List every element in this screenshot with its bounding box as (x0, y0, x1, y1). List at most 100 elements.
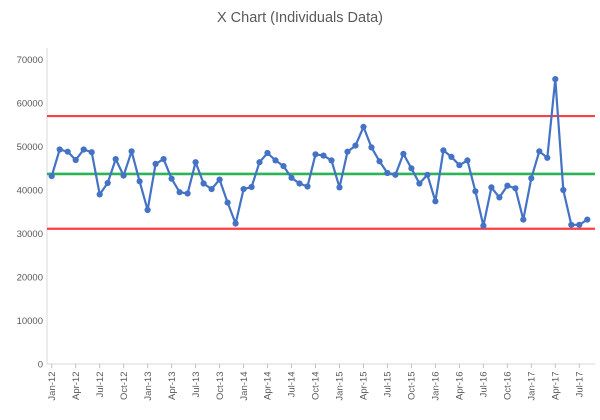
data-point (208, 186, 215, 193)
data-point (384, 169, 391, 177)
data-point (160, 156, 167, 163)
data-point (360, 123, 367, 130)
x-tick-label: Apr-14 (263, 372, 274, 401)
x-tick-label: Jul-15 (383, 372, 394, 398)
y-tick-label: 30000 (17, 229, 43, 240)
data-point (112, 156, 119, 163)
data-point (496, 194, 503, 201)
y-tick-label: 70000 (17, 55, 43, 66)
data-point (184, 190, 191, 197)
data-point (248, 183, 255, 191)
y-tick-label: 40000 (17, 186, 43, 197)
data-point (440, 147, 447, 154)
data-point (584, 216, 591, 223)
data-point (352, 142, 359, 149)
data-point (176, 189, 183, 196)
x-tick-label: Jul-14 (287, 372, 298, 398)
axes (46, 48, 595, 368)
data-point (464, 157, 471, 164)
data-point (136, 178, 143, 185)
data-point (96, 191, 103, 198)
x-tick-label: Jul-13 (191, 372, 202, 398)
data-point (256, 159, 263, 166)
x-tick-label: Oct-12 (119, 372, 130, 401)
data-point (168, 175, 175, 182)
data-point (392, 171, 399, 178)
data-point (576, 221, 583, 228)
data-point (72, 156, 79, 164)
data-point (304, 183, 311, 190)
data-point (288, 174, 295, 181)
x-tick-label: Oct-13 (215, 372, 226, 401)
x-tick-label: Apr-12 (71, 372, 82, 401)
data-point (528, 175, 535, 182)
data-point (456, 162, 463, 169)
x-tick-label: Oct-16 (503, 372, 514, 401)
data-point (320, 152, 327, 159)
x-tick-label: Jan-14 (239, 372, 250, 401)
x-tick-label: Apr-13 (167, 372, 178, 401)
x-tick-label: Oct-14 (311, 372, 322, 401)
data-point (408, 165, 415, 172)
data-point (432, 198, 439, 205)
chart-title: X Chart (Individuals Data) (217, 10, 383, 26)
data-point (448, 153, 455, 160)
data-point (144, 206, 151, 214)
y-tick-label: 50000 (17, 142, 43, 153)
x-tick-label: Jan-17 (527, 372, 538, 401)
x-tick-label: Apr-15 (359, 372, 370, 401)
data-point (480, 222, 487, 229)
x-tick-label: Jan-16 (431, 372, 442, 401)
data-point (328, 157, 335, 164)
y-tick-label: 0 (38, 360, 43, 371)
axis-labels: 0 10000 20000 30000 40000 50000 60000 70000 Jan-… (17, 55, 586, 401)
data-point (568, 221, 575, 228)
data-point (104, 179, 111, 187)
data-point (376, 158, 383, 165)
data-point (488, 184, 495, 191)
x-tick-label: Apr-17 (551, 372, 562, 401)
data-point (216, 176, 223, 183)
data-point (560, 186, 567, 194)
y-tick-label: 20000 (17, 273, 43, 284)
data-point (224, 199, 231, 206)
data-point (400, 150, 407, 157)
data-point (504, 182, 511, 189)
data-series (48, 76, 591, 229)
data-point (232, 220, 239, 227)
data-point (424, 171, 431, 178)
data-point (336, 184, 343, 191)
data-point (544, 154, 551, 161)
data-point (128, 148, 135, 155)
data-point (536, 148, 543, 155)
data-point (200, 180, 207, 187)
y-tick-label: 60000 (17, 99, 43, 110)
data-point (240, 186, 247, 193)
x-tick-label: Jul-12 (95, 372, 106, 398)
x-tick-label: Jan-15 (335, 372, 346, 401)
control-limit-lines (47, 114, 595, 230)
data-point (368, 144, 375, 151)
data-point (48, 173, 55, 180)
data-point (512, 185, 519, 192)
y-tick-label: 10000 (17, 316, 43, 327)
data-point (80, 146, 87, 153)
x-tick-label: Jan-13 (143, 372, 154, 401)
data-point (312, 151, 319, 158)
x-tick-label: Jul-17 (575, 372, 586, 398)
data-point (56, 146, 63, 153)
data-point (64, 148, 71, 155)
x-tick-label: Jan-12 (47, 372, 58, 401)
data-point (88, 149, 95, 156)
data-point (264, 149, 271, 157)
data-point (280, 163, 287, 170)
data-point (416, 180, 423, 187)
x-tick-label: Oct-15 (407, 372, 418, 401)
data-point (472, 188, 479, 195)
x-tick-label: Apr-16 (455, 372, 466, 401)
data-point (272, 157, 279, 164)
data-point (152, 160, 159, 167)
data-point (120, 172, 127, 179)
